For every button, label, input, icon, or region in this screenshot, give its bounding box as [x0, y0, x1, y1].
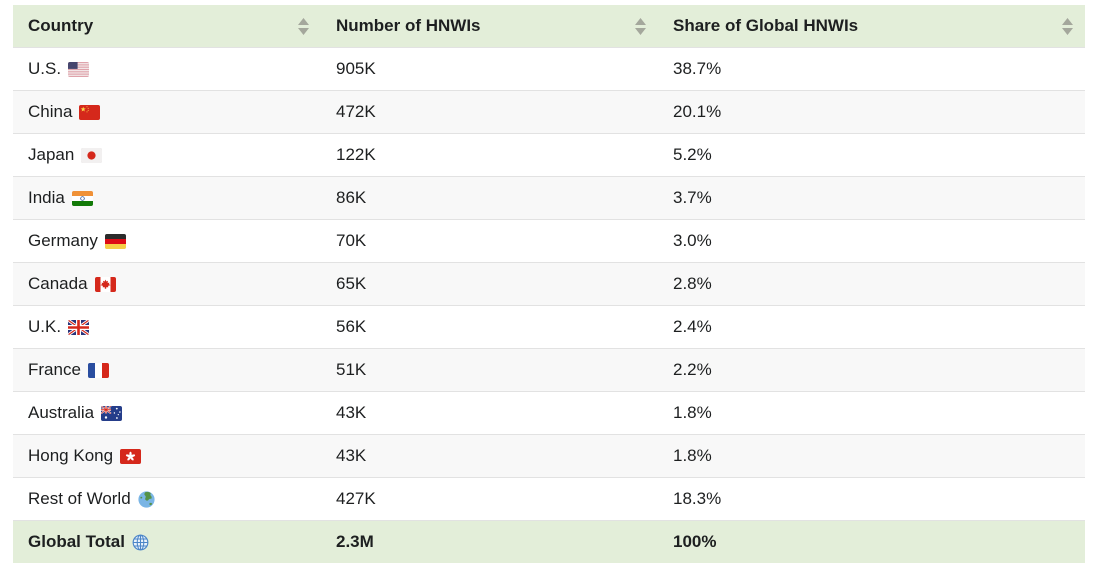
australia-flag-icon — [101, 405, 123, 421]
sort-arrows-icon[interactable] — [635, 17, 646, 35]
hnwi-country-table-wrap: Country Number of HNWIs Share of Global … — [13, 5, 1085, 563]
table-row: China 472K 20.1% — [13, 90, 1085, 134]
hnwi-share: 38.7% — [658, 47, 1085, 91]
table-row: U.S. 905K 38.7% — [13, 47, 1085, 91]
hnwi-share: 1.8% — [658, 434, 1085, 478]
earth-globe-icon — [138, 490, 155, 508]
hnwi-count: 43K — [321, 391, 658, 435]
hnwi-share: 18.3% — [658, 477, 1085, 521]
country-name: Australia — [28, 403, 95, 422]
column-header-label: Share of Global HNWIs — [673, 16, 859, 35]
hnwi-count: 86K — [321, 176, 658, 220]
table-row: France 51K 2.2% — [13, 348, 1085, 392]
uk-flag-icon — [68, 319, 90, 335]
country-name: Global Total — [28, 532, 125, 551]
hnwi-share: 2.2% — [658, 348, 1085, 392]
column-header-number-of-hnwis[interactable]: Number of HNWIs — [321, 5, 658, 48]
hong-kong-flag-icon — [120, 448, 142, 464]
country-name: Hong Kong — [28, 446, 114, 465]
hnwi-share: 3.0% — [658, 219, 1085, 263]
hnwi-count: 56K — [321, 305, 658, 349]
hnwi-share-total: 100% — [658, 520, 1085, 563]
japan-flag-icon — [81, 147, 103, 163]
hnwi-share: 2.8% — [658, 262, 1085, 306]
france-flag-icon — [87, 362, 109, 378]
hnwi-count: 122K — [321, 133, 658, 177]
header-row: Country Number of HNWIs Share of Global … — [13, 5, 1085, 48]
hnwi-count: 905K — [321, 47, 658, 91]
hnwi-share: 20.1% — [658, 90, 1085, 134]
country-name: India — [28, 188, 65, 207]
hnwi-share: 2.4% — [658, 305, 1085, 349]
germany-flag-icon — [104, 233, 126, 249]
table-row: Germany 70K 3.0% — [13, 219, 1085, 263]
country-name: Japan — [28, 145, 75, 164]
hnwi-share: 5.2% — [658, 133, 1085, 177]
globe-with-meridians-icon — [132, 534, 149, 551]
column-header-country[interactable]: Country — [13, 5, 321, 48]
table-row-global-total: Global Total 2.3M 100% — [13, 520, 1085, 563]
column-header-label: Number of HNWIs — [336, 16, 481, 35]
sort-arrows-icon[interactable] — [1062, 17, 1073, 35]
table-row: Japan 122K 5.2% — [13, 133, 1085, 177]
table-row: Rest of World 427K 18.3% — [13, 477, 1085, 521]
country-name: Canada — [28, 274, 88, 293]
hnwi-count: 65K — [321, 262, 658, 306]
hnwi-count: 70K — [321, 219, 658, 263]
canada-flag-icon — [94, 276, 116, 292]
column-header-share-of-global-hnwis[interactable]: Share of Global HNWIs — [658, 5, 1085, 48]
country-name: France — [28, 360, 81, 379]
table-row: Hong Kong 43K 1.8% — [13, 434, 1085, 478]
china-flag-icon — [79, 104, 101, 120]
hnwi-count: 472K — [321, 90, 658, 134]
table-row: Australia 43K 1.8% — [13, 391, 1085, 435]
india-flag-icon — [71, 190, 93, 206]
hnwi-count: 43K — [321, 434, 658, 478]
country-name: Germany — [28, 231, 98, 250]
hnwi-count-total: 2.3M — [321, 520, 658, 563]
table-row: U.K. 56K 2.4% — [13, 305, 1085, 349]
hnwi-country-table: Country Number of HNWIs Share of Global … — [13, 5, 1085, 563]
country-name: Rest of World — [28, 489, 131, 508]
sort-arrows-icon[interactable] — [298, 17, 309, 35]
table-row: India 86K 3.7% — [13, 176, 1085, 220]
hnwi-share: 1.8% — [658, 391, 1085, 435]
column-header-label: Country — [28, 16, 94, 35]
table-row: Canada 65K 2.8% — [13, 262, 1085, 306]
country-name: China — [28, 102, 73, 121]
hnwi-count: 427K — [321, 477, 658, 521]
hnwi-count: 51K — [321, 348, 658, 392]
country-name: U.K. — [28, 317, 62, 336]
country-name: U.S. — [28, 59, 62, 78]
us-flag-icon — [68, 61, 90, 77]
hnwi-share: 3.7% — [658, 176, 1085, 220]
